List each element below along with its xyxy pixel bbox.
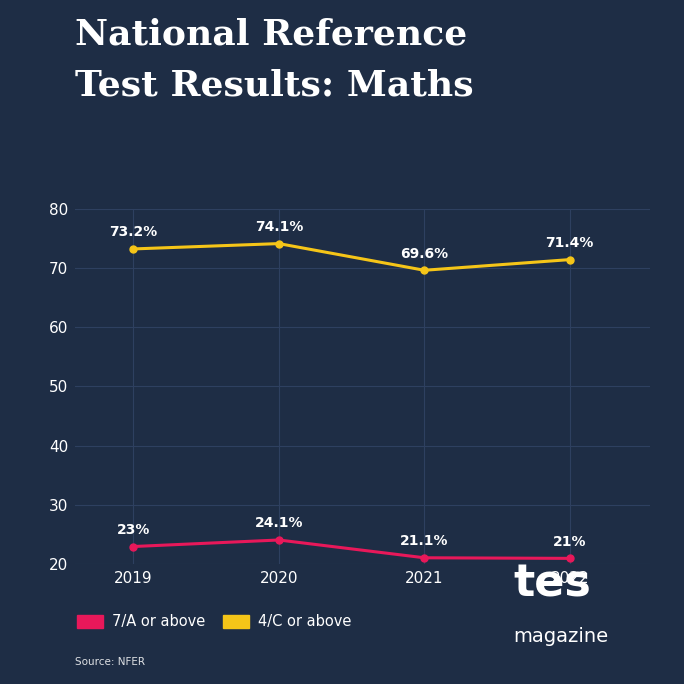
Text: 74.1%: 74.1% [254, 220, 303, 234]
Text: Test Results: Maths: Test Results: Maths [75, 68, 474, 103]
Text: magazine: magazine [513, 627, 608, 646]
Text: 73.2%: 73.2% [109, 225, 157, 239]
Text: National Reference: National Reference [75, 17, 467, 51]
Text: 24.1%: 24.1% [254, 516, 303, 530]
Text: 21.1%: 21.1% [400, 534, 449, 548]
Text: 23%: 23% [117, 523, 150, 537]
Text: Source: NFER: Source: NFER [75, 657, 145, 667]
Text: 69.6%: 69.6% [400, 246, 449, 261]
Text: 71.4%: 71.4% [546, 236, 594, 250]
Text: tes: tes [513, 562, 591, 605]
Text: 21%: 21% [553, 535, 587, 549]
Legend: 7/A or above, 4/C or above: 7/A or above, 4/C or above [71, 609, 357, 635]
